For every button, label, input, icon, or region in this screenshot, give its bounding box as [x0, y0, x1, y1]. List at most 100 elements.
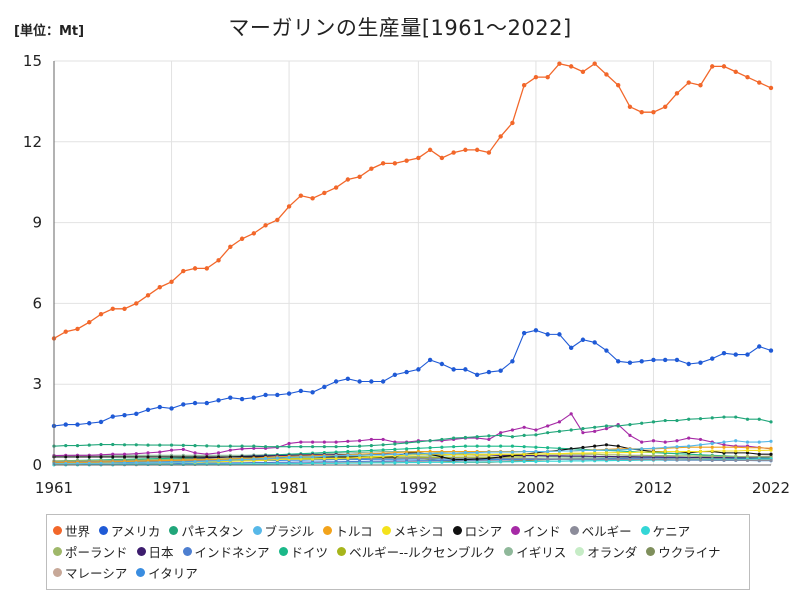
data-point [346, 439, 350, 443]
data-point [568, 345, 574, 351]
data-point [87, 320, 92, 325]
data-point [475, 460, 479, 464]
data-point [722, 454, 726, 458]
legend-label: パキスタン [181, 524, 244, 539]
data-point [710, 449, 714, 453]
data-point [393, 452, 397, 456]
data-point [604, 348, 609, 353]
data-point [169, 455, 174, 459]
data-point [240, 458, 244, 462]
data-point [392, 372, 398, 377]
data-point [768, 85, 774, 91]
data-point [557, 452, 562, 456]
data-point [698, 417, 703, 421]
data-point [687, 449, 691, 454]
data-point [99, 455, 103, 459]
data-point [134, 301, 139, 306]
data-point [499, 460, 503, 464]
data-point [475, 451, 479, 455]
data-point [722, 443, 726, 447]
data-point [475, 457, 479, 461]
series-points-0 [51, 61, 774, 341]
data-point [252, 457, 256, 461]
legend-label: インド [523, 524, 561, 539]
legend-swatch [278, 547, 288, 556]
legend-swatch [136, 568, 146, 577]
data-point [675, 449, 679, 454]
data-point [710, 416, 714, 420]
data-point [487, 460, 491, 464]
data-point [322, 445, 326, 449]
series-lines [53, 62, 772, 466]
data-point [510, 359, 515, 364]
legend-swatch [323, 526, 333, 535]
data-point [228, 244, 233, 250]
data-point [158, 460, 162, 465]
data-point [251, 231, 257, 236]
data-point [687, 436, 691, 440]
data-point [557, 420, 562, 424]
data-point [546, 459, 550, 463]
legend-item: ポーランド [53, 541, 128, 562]
data-point [369, 461, 373, 465]
data-point [157, 285, 162, 290]
legend-item: ベルギー [569, 520, 632, 541]
data-point [146, 461, 150, 465]
legend-label: 世界 [65, 524, 91, 539]
data-point [358, 444, 362, 448]
data-point [463, 451, 467, 455]
data-point [510, 460, 515, 464]
data-point [522, 433, 526, 437]
legend-item: メキシコ [381, 520, 444, 541]
data-point [615, 359, 621, 364]
series-line-7 [53, 413, 772, 457]
data-point [534, 445, 538, 449]
data-point [663, 453, 667, 458]
data-point [568, 64, 574, 69]
data-point [604, 443, 609, 447]
data-point [510, 120, 515, 126]
legend-swatch [53, 526, 62, 535]
data-point [769, 439, 773, 443]
legend-swatch [53, 568, 62, 577]
data-point [405, 447, 409, 451]
data-point [216, 459, 221, 463]
data-point [205, 455, 209, 459]
data-point [216, 258, 221, 263]
data-point [592, 340, 597, 345]
y-tick-label: 6 [32, 294, 42, 312]
data-point [358, 439, 362, 443]
data-point [381, 443, 385, 447]
data-point [604, 457, 609, 461]
data-point [275, 456, 279, 460]
data-point [381, 448, 385, 452]
data-point [663, 357, 668, 363]
data-point [686, 80, 691, 85]
data-point [628, 433, 632, 437]
data-point [357, 379, 362, 384]
data-point [581, 457, 585, 461]
data-point [358, 449, 362, 453]
data-point [569, 457, 573, 461]
series-points-2 [52, 415, 773, 449]
data-point [663, 440, 667, 444]
data-point [122, 461, 127, 465]
data-point [663, 458, 667, 462]
data-point [463, 147, 468, 153]
data-point [581, 451, 585, 455]
data-point [534, 456, 538, 461]
data-point [439, 361, 445, 367]
data-point [569, 428, 573, 432]
data-point [757, 80, 762, 85]
data-point [75, 326, 80, 332]
data-point [593, 457, 597, 461]
data-point [358, 461, 362, 465]
data-point [181, 455, 185, 459]
legend-item: 日本 [136, 541, 174, 562]
legend-label: ロシア [464, 524, 503, 539]
data-point [769, 452, 773, 456]
data-point [63, 329, 68, 334]
data-point [428, 452, 432, 456]
data-point [75, 444, 80, 448]
data-point [275, 445, 279, 449]
